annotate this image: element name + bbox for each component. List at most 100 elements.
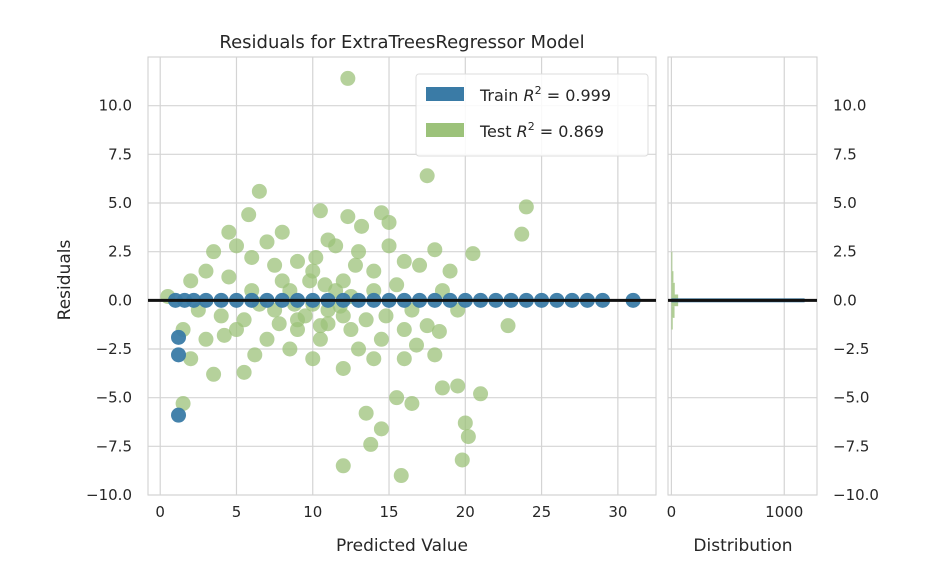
- test-point: [206, 366, 222, 382]
- test-point: [282, 341, 298, 357]
- test-point: [363, 436, 379, 452]
- test-point: [198, 331, 214, 347]
- x-tick-label: 25: [532, 503, 551, 521]
- y-tick-label: 5.0: [108, 194, 132, 212]
- test-point: [328, 238, 344, 254]
- dist-x-tick-label: 1000: [765, 503, 803, 521]
- test-point: [393, 468, 409, 484]
- test-point: [454, 452, 470, 468]
- test-point: [228, 238, 244, 254]
- y-tick-label: 0.0: [108, 291, 132, 309]
- dist-y-tick-label: −5.0: [833, 389, 869, 407]
- distribution-plot-area: [667, 56, 818, 496]
- test-point: [465, 246, 481, 262]
- test-point: [213, 308, 229, 324]
- test-point: [408, 337, 424, 353]
- dist-y-tick-label: −2.5: [833, 340, 869, 358]
- test-point: [389, 277, 405, 293]
- test-point: [175, 396, 191, 412]
- test-point: [351, 244, 367, 260]
- test-point: [396, 322, 412, 338]
- test-point: [354, 218, 370, 234]
- test-point: [271, 316, 287, 332]
- test-point: [419, 168, 435, 184]
- x-tick-label: 15: [379, 503, 398, 521]
- test-point: [290, 312, 306, 328]
- test-point: [305, 351, 321, 367]
- y-tick-label: −10.0: [86, 486, 132, 504]
- test-point: [274, 224, 290, 240]
- test-point: [434, 380, 450, 396]
- dist-y-tick-label: 5.0: [833, 194, 857, 212]
- test-point: [312, 331, 328, 347]
- test-point: [206, 244, 222, 260]
- test-point: [419, 318, 435, 334]
- test-point: [308, 250, 324, 266]
- test-point: [312, 318, 328, 334]
- test-point: [347, 257, 363, 273]
- test-histogram-bar: [671, 251, 673, 272]
- test-point: [412, 257, 428, 273]
- x-tick-label: 10: [303, 503, 322, 521]
- test-point: [340, 70, 356, 86]
- test-point: [427, 347, 443, 363]
- test-point: [351, 341, 367, 357]
- test-point: [302, 273, 318, 289]
- train-point: [171, 347, 187, 363]
- dist-y-tick-label: 10.0: [833, 97, 866, 115]
- test-histogram-bar: [671, 306, 675, 318]
- y-tick-label: −7.5: [96, 437, 132, 455]
- test-point: [381, 214, 397, 230]
- test-point: [340, 209, 356, 225]
- legend-box: [415, 73, 649, 157]
- distribution-axis-label: Distribution: [693, 536, 792, 556]
- chart-title: Residuals for ExtraTreesRegressor Model: [219, 32, 584, 53]
- test-point: [312, 203, 328, 219]
- test-point: [259, 331, 275, 347]
- test-point: [290, 253, 306, 269]
- x-tick-label: 20: [456, 503, 475, 521]
- x-tick-label: 5: [232, 503, 242, 521]
- test-point: [335, 360, 351, 376]
- test-point: [216, 327, 232, 343]
- test-point: [251, 183, 267, 199]
- test-point: [335, 458, 351, 474]
- test-point: [259, 234, 275, 250]
- test-point: [389, 390, 405, 406]
- test-point: [378, 308, 394, 324]
- test-point: [236, 364, 252, 380]
- test-point: [228, 322, 244, 338]
- y-tick-label: 10.0: [99, 97, 132, 115]
- legend-test-label: Test R2 = 0.869: [479, 120, 604, 141]
- test-point: [396, 351, 412, 367]
- test-point: [366, 351, 382, 367]
- dist-y-tick-label: 7.5: [833, 145, 857, 163]
- test-point: [221, 269, 237, 285]
- test-point: [366, 263, 382, 279]
- test-point: [358, 405, 374, 421]
- test-point: [500, 318, 516, 334]
- test-point: [358, 312, 374, 328]
- legend-test-swatch: [426, 123, 464, 137]
- test-point: [431, 323, 447, 339]
- test-point: [473, 386, 489, 402]
- dist-x-tick-label: 0: [667, 503, 677, 521]
- y-tick-label: −2.5: [96, 340, 132, 358]
- test-point: [183, 351, 199, 367]
- test-histogram-bar: [671, 317, 673, 330]
- y-axis-label: Residuals: [55, 240, 75, 321]
- test-point: [244, 250, 260, 266]
- test-point: [373, 331, 389, 347]
- main-x-tick-labels: 0 5 10 15 20 25 30: [155, 503, 627, 521]
- test-point: [427, 242, 443, 258]
- y-tick-label: −5.0: [96, 389, 132, 407]
- test-histogram-bar: [671, 282, 675, 295]
- dist-y-tick-label: −7.5: [833, 437, 869, 455]
- test-point: [267, 257, 283, 273]
- test-point: [518, 199, 534, 215]
- train-point: [171, 407, 187, 423]
- test-histogram-bar: [671, 271, 674, 283]
- test-point: [442, 263, 458, 279]
- x-tick-label: 0: [155, 503, 165, 521]
